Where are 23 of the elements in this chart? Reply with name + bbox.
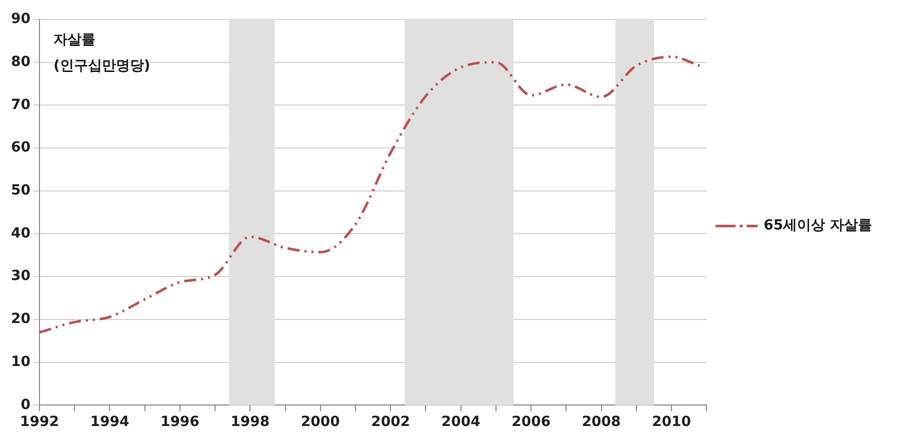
x-tick-label: 1998: [230, 414, 270, 430]
y-axis-title: 자살률 (인구십만명당): [53, 32, 150, 74]
x-tick-label: 2008: [582, 414, 621, 430]
y-tick-label: 60: [11, 140, 31, 156]
x-tick-label: 1996: [160, 414, 200, 430]
y-tick-label: 80: [11, 54, 31, 70]
y-tick-label: 90: [11, 11, 31, 28]
x-tick-label: 1994: [90, 414, 130, 430]
y-tick-label: 10: [11, 354, 31, 370]
x-tick-label: 2010: [652, 414, 692, 430]
y-tick-label: 20: [11, 311, 31, 328]
line-series: [39, 55, 701, 334]
x-tick-label: 1992: [20, 414, 59, 430]
y-tick-label: 50: [11, 182, 31, 199]
x-tick-label: 2000: [300, 414, 340, 430]
y-tick-label: 0: [20, 396, 31, 413]
x-tick-label: 2004: [441, 414, 481, 430]
y-tick-label: 40: [11, 225, 31, 242]
x-tick-label: 2002: [371, 414, 410, 430]
legend-label: 65세이상 자살률: [764, 218, 872, 234]
x-tick-label: 2006: [512, 414, 551, 430]
y-tick-label: 30: [11, 268, 31, 284]
y-tick-label: 70: [11, 96, 31, 113]
